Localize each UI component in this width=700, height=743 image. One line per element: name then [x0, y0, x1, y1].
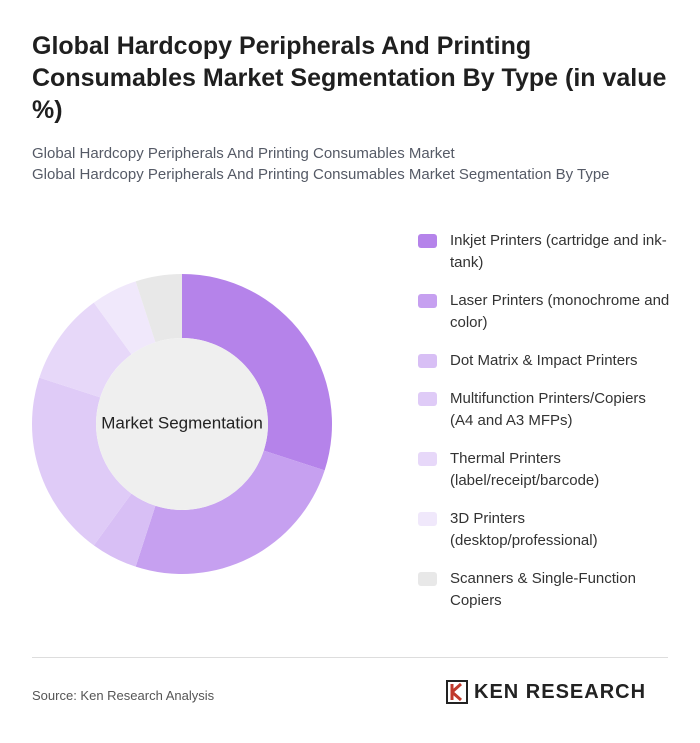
- legend: Inkjet Printers (cartridge and ink-tank)…: [418, 230, 678, 628]
- donut-segment: [135, 274, 182, 343]
- donut-hole: [96, 338, 268, 510]
- chart-title: Global Hardcopy Peripherals And Printing…: [32, 32, 667, 124]
- brand-logo: KEN RESEARCH: [446, 680, 646, 704]
- subtitle: Global Hardcopy Peripherals And Printing…: [32, 145, 455, 162]
- legend-swatch: [418, 452, 437, 466]
- legend-item: Scanners & Single-Function Copiers: [418, 568, 678, 612]
- brand-icon: [446, 680, 468, 704]
- source: Source: Ken Research Analysis: [32, 688, 215, 703]
- legend-swatch: [418, 572, 437, 586]
- legend-swatch: [418, 512, 437, 526]
- center-label: Market Segmentation: [101, 413, 263, 432]
- donut-segment: [182, 274, 332, 471]
- legend-label: Dot Matrix & Impact Printers: [450, 352, 638, 369]
- legend-item: Multifunction Printers/Copiers (A4 and A…: [418, 388, 678, 432]
- legend-label: Scanners & Single-Function Copiers: [450, 570, 636, 609]
- legend-item: Laser Printers (monochrome and color): [418, 290, 678, 334]
- donut-segment: [32, 377, 132, 546]
- legend-label: Inkjet Printers (cartridge and ink-tank): [450, 232, 667, 271]
- donut-chart: Market Segmentation: [32, 274, 332, 574]
- legend-label: Multifunction Printers/Copiers (A4 and A…: [450, 390, 646, 429]
- divider: [32, 657, 668, 658]
- legend-swatch: [418, 354, 437, 368]
- subtitle: Global Hardcopy Peripherals And Printing…: [32, 166, 610, 183]
- donut-segment: [39, 302, 132, 398]
- legend-label: Thermal Printers (label/receipt/barcode): [450, 450, 600, 489]
- legend-item: Dot Matrix & Impact Printers: [418, 350, 678, 372]
- legend-label: 3D Printers (desktop/professional): [450, 510, 598, 549]
- legend-item: Inkjet Printers (cartridge and ink-tank): [418, 230, 678, 274]
- legend-item: 3D Printers (desktop/professional): [418, 508, 678, 552]
- donut-segment: [93, 281, 156, 355]
- legend-swatch: [418, 392, 437, 406]
- legend-label: Laser Printers (monochrome and color): [450, 292, 670, 331]
- donut-segment: [93, 493, 156, 567]
- legend-item: Thermal Printers (label/receipt/barcode): [418, 448, 678, 492]
- legend-swatch: [418, 294, 437, 308]
- donut-segment: [135, 450, 325, 574]
- brand-name: KEN RESEARCH: [474, 680, 647, 703]
- legend-swatch: [418, 234, 437, 248]
